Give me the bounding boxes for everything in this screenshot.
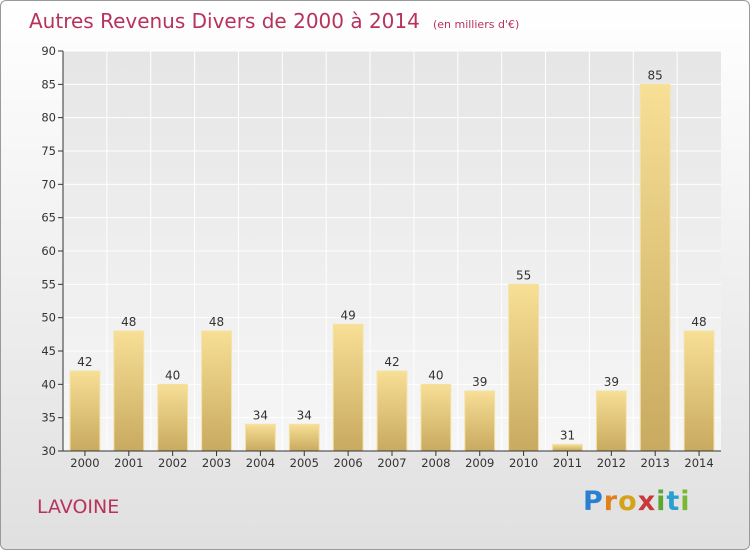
bar bbox=[201, 330, 232, 452]
y-tick-label: 45 bbox=[41, 344, 56, 358]
y-tick-label: 85 bbox=[41, 77, 56, 91]
data-label: 40 bbox=[428, 368, 443, 382]
data-label: 40 bbox=[165, 368, 180, 382]
data-label: 48 bbox=[691, 315, 706, 329]
bar bbox=[69, 370, 101, 452]
data-label: 34 bbox=[253, 408, 268, 422]
proxiti-logo[interactable]: Proxiti bbox=[583, 486, 691, 517]
data-label: 39 bbox=[604, 375, 619, 389]
commune-name: LAVOINE bbox=[37, 496, 120, 518]
x-tick-label: 2014 bbox=[684, 456, 713, 470]
logo-letter: i bbox=[680, 486, 691, 517]
x-tick-label: 2009 bbox=[465, 456, 494, 470]
x-tick-label: 2005 bbox=[290, 456, 319, 470]
data-label: 34 bbox=[297, 408, 312, 422]
bar bbox=[552, 443, 583, 452]
bar bbox=[420, 383, 452, 452]
x-tick-label: 2010 bbox=[509, 456, 538, 470]
bar bbox=[157, 383, 189, 452]
y-tick-label: 70 bbox=[41, 177, 56, 191]
chart-unit: (en milliers d'€) bbox=[432, 18, 520, 31]
axes: 30 35 40 45 50 55 60 65 70 75 80 85 90 2000 2001 2002 20… bbox=[41, 44, 721, 470]
bar bbox=[288, 423, 320, 452]
y-tick-label: 75 bbox=[41, 144, 56, 158]
bar bbox=[683, 330, 715, 452]
chart-title-text: Autres Revenus Divers de 2000 à 2014 bbox=[29, 9, 420, 33]
y-tick-label: 40 bbox=[41, 377, 56, 391]
x-tick-label: 2008 bbox=[421, 456, 450, 470]
x-tick-label: 2001 bbox=[114, 456, 143, 470]
y-tick-label: 60 bbox=[41, 244, 56, 258]
logo-letter: r bbox=[603, 486, 619, 517]
x-tick-label: 2013 bbox=[641, 456, 670, 470]
y-tick-label: 35 bbox=[41, 411, 56, 425]
data-label: 85 bbox=[648, 68, 663, 82]
data-label: 42 bbox=[384, 355, 399, 369]
chart-title: Autres Revenus Divers de 2000 à 2014 (en… bbox=[29, 9, 519, 33]
data-label: 39 bbox=[472, 375, 487, 389]
data-label: 48 bbox=[209, 315, 224, 329]
bar bbox=[332, 323, 364, 452]
data-label: 42 bbox=[77, 355, 92, 369]
x-tick-label: 2012 bbox=[597, 456, 626, 470]
x-tick-label: 2004 bbox=[246, 456, 275, 470]
x-tick-label: 2006 bbox=[333, 456, 362, 470]
gridlines bbox=[63, 50, 721, 451]
y-tick-label: 65 bbox=[41, 211, 56, 225]
bar bbox=[464, 390, 496, 452]
data-label: 49 bbox=[340, 308, 355, 322]
x-tick-label: 2003 bbox=[202, 456, 231, 470]
bar bbox=[244, 423, 276, 452]
logo-letter: o bbox=[618, 486, 638, 517]
logo-letter: i bbox=[656, 486, 667, 517]
x-tick-label: 2000 bbox=[70, 456, 99, 470]
bar bbox=[376, 370, 408, 452]
data-label: 48 bbox=[121, 315, 136, 329]
y-tick-label: 90 bbox=[41, 44, 56, 58]
y-tick-label: 55 bbox=[41, 277, 56, 291]
x-tick-label: 2011 bbox=[553, 456, 582, 470]
y-tick-label: 80 bbox=[41, 111, 56, 125]
y-tick-label: 30 bbox=[41, 444, 56, 458]
data-label: 31 bbox=[560, 428, 575, 442]
logo-letter: P bbox=[583, 486, 604, 517]
x-tick-label: 2002 bbox=[158, 456, 187, 470]
logo-letter: x bbox=[637, 486, 657, 517]
data-label: 55 bbox=[516, 268, 531, 282]
bar bbox=[508, 283, 540, 452]
bar bbox=[639, 83, 671, 452]
bar bbox=[595, 390, 627, 452]
logo-letter: t bbox=[666, 486, 681, 517]
y-tick-label: 50 bbox=[41, 311, 56, 325]
bar bbox=[113, 330, 145, 452]
x-tick-label: 2007 bbox=[377, 456, 406, 470]
